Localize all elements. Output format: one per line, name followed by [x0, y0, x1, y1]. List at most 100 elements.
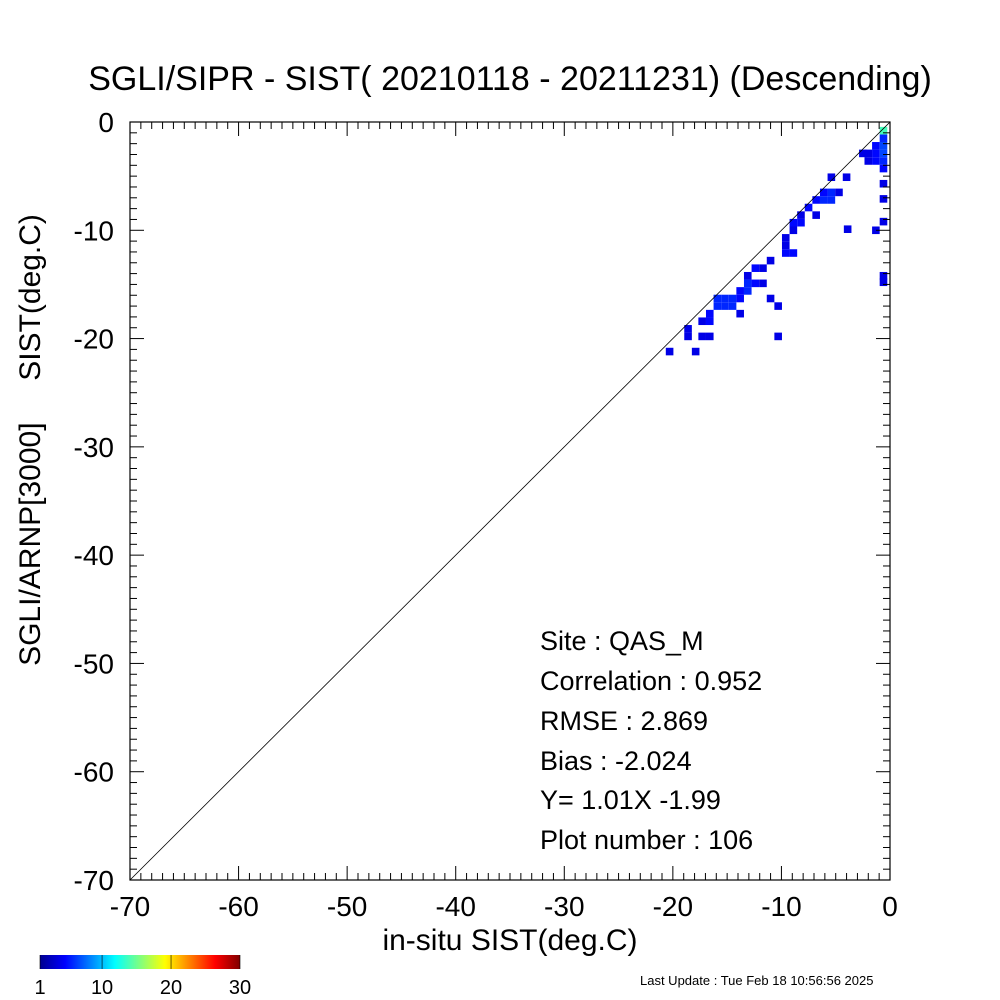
density-cell: [872, 142, 880, 150]
density-cell: [804, 203, 813, 212]
x-tick-label: -50: [327, 891, 367, 922]
density-cell: [766, 256, 775, 265]
stat-plot-number: Plot number : 106: [540, 825, 753, 855]
density-cell: [879, 271, 888, 280]
density-cell: [835, 188, 843, 197]
density-cell: [736, 294, 744, 303]
density-cell: [781, 234, 790, 242]
y-tick-label: -10: [74, 215, 114, 246]
x-tick-label: -70: [110, 891, 150, 922]
density-cell: [691, 347, 700, 356]
density-cell: [827, 196, 836, 204]
density-cell: [705, 317, 714, 326]
x-tick-label: -30: [544, 891, 584, 922]
density-cell: [705, 309, 714, 318]
axis-ticks: -70 -60 -50 -40 -30 -20 -10 0 -70 -60 -50 -40 -30 -20…: [74, 107, 898, 922]
last-update-text: Last Update : Tue Feb 18 10:56:56 2025: [640, 973, 873, 988]
density-cell: [736, 287, 744, 295]
colorbar: [40, 955, 240, 969]
stat-bias: Bias : -2.024: [540, 746, 692, 776]
y-tick-label: -60: [74, 757, 114, 788]
chart-title: SGLI/SIPR - SIST( 20210118 - 20211231) (…: [88, 60, 932, 98]
density-cell: [879, 142, 888, 150]
density-cell: [819, 196, 828, 204]
x-tick-label: -10: [761, 891, 801, 922]
colorbar-tick-label: 20: [160, 977, 182, 999]
density-cell: [684, 332, 692, 341]
y-tick-label: -70: [74, 865, 114, 896]
colorbar-tick-label: 1: [34, 977, 45, 999]
density-cell: [812, 196, 820, 204]
density-cell: [774, 302, 782, 310]
y-tick-label: -30: [74, 432, 114, 463]
density-cell: [759, 264, 767, 272]
density-cell: [665, 347, 674, 356]
density-cell: [797, 211, 805, 219]
density-cell: [684, 325, 692, 333]
density-cell: [728, 302, 737, 310]
stat-site: Site : QAS_M: [540, 626, 704, 656]
density-cell: [766, 294, 775, 303]
density-cell: [789, 226, 798, 235]
one-to-one-line: [129, 121, 891, 881]
colorbar-labels: 1 10 20 30: [34, 955, 251, 999]
density-cell: [743, 287, 752, 295]
density-cell: [743, 279, 752, 288]
colorbar-tick-label: 30: [229, 977, 251, 999]
density-cell: [879, 179, 888, 188]
density-cell: [872, 149, 880, 158]
x-tick-label: -60: [218, 891, 258, 922]
density-cell: [781, 241, 790, 250]
x-tick-label: -20: [653, 891, 693, 922]
y-axis-label: SGLI/ARNP[3000] SIST(deg.C): [14, 214, 47, 666]
density-cell: [713, 302, 722, 310]
density-cell: [789, 218, 798, 227]
density-cell: [879, 217, 888, 226]
density-cell: [864, 149, 873, 158]
y-tick-label: 0: [98, 107, 114, 138]
density-cell: [736, 309, 744, 318]
density-cell: [872, 226, 880, 235]
stats-box: Site : QAS_M Correlation : 0.952 RMSE : …: [540, 626, 762, 855]
density-cell: [879, 278, 888, 287]
density-cell: [698, 317, 706, 326]
density-cell: [713, 294, 722, 303]
density-cell: [859, 149, 867, 158]
density-cell: [789, 249, 798, 257]
density-cell: [879, 157, 888, 165]
colorbar-tick-label: 10: [91, 977, 113, 999]
y-tick-label: -40: [74, 540, 114, 571]
density-cell: [879, 195, 888, 203]
y-tick-label: -20: [74, 324, 114, 355]
x-axis-label: in-situ SIST(deg.C): [382, 924, 637, 957]
density-cell: [743, 271, 752, 280]
density-cell: [721, 294, 729, 303]
density-cell: [879, 149, 888, 158]
density-cell: [842, 173, 851, 182]
stat-rmse: RMSE : 2.869: [540, 706, 708, 736]
y-tick-label: -50: [74, 648, 114, 679]
density-cell: [721, 302, 729, 310]
x-tick-label: -40: [435, 891, 475, 922]
density-cell: [843, 225, 852, 233]
x-tick-label: 0: [882, 891, 898, 922]
density-cell: [819, 188, 828, 197]
density-cell: [751, 279, 760, 288]
density-cell: [698, 332, 706, 341]
stat-regression: Y= 1.01X -1.99: [540, 785, 721, 815]
density-cell: [879, 134, 888, 143]
density-cell: [781, 249, 790, 257]
density-cell: [864, 157, 873, 165]
density-cell: [728, 294, 737, 303]
density-cell: [751, 264, 760, 272]
density-cell: [872, 157, 880, 165]
density-cell: [774, 332, 782, 341]
stat-correlation: Correlation : 0.952: [540, 666, 762, 696]
density-cell: [827, 173, 836, 182]
density-cell: [812, 211, 820, 219]
density-cell: [879, 126, 888, 135]
density-cell: [797, 218, 805, 227]
density-cell: [879, 164, 888, 173]
density-cell: [705, 332, 714, 341]
